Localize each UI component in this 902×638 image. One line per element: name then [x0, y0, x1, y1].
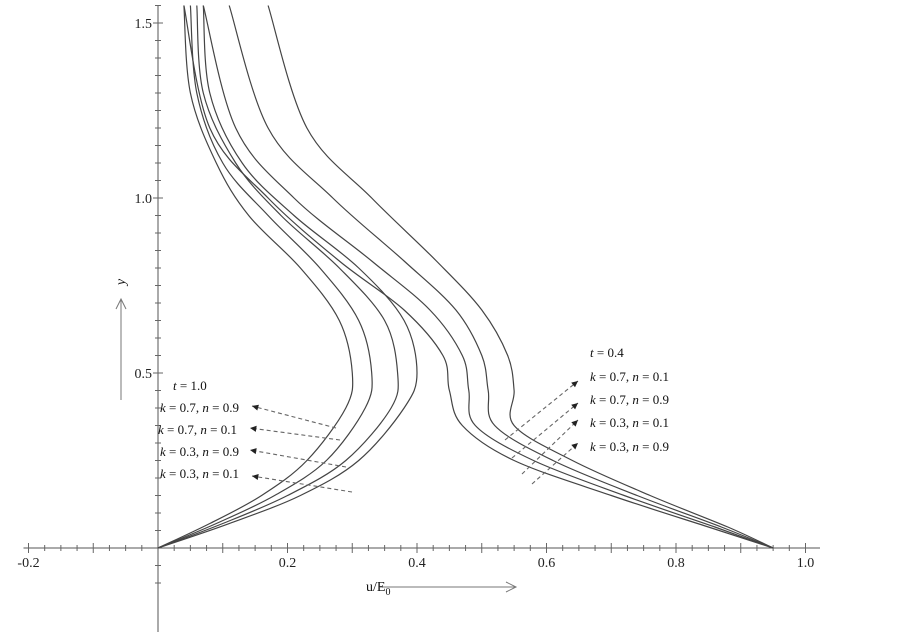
y-tick-labels: 0.5 1.0 1.5: [135, 17, 153, 382]
x-tick-label: 0.2: [279, 556, 297, 571]
leader-line-7: [521, 419, 579, 475]
annotation-t10-entry-4: k = 0.3, n = 0.1: [160, 466, 239, 481]
y-axis-label-group: y: [114, 278, 129, 400]
leader-arrows: [249, 380, 579, 493]
series-line-2: [157, 5, 373, 549]
x-tick-labels: -0.2 0.2 0.4 0.6 0.8 1.0: [17, 556, 814, 571]
x-tick-label: 1.0: [797, 556, 815, 571]
y-tick-label: 0.5: [135, 367, 153, 382]
series-line-4: [157, 5, 418, 549]
series-line-8: [267, 5, 774, 549]
annotation-t04-entry-4: k = 0.3, n = 0.9: [590, 439, 669, 454]
leader-line-4: [251, 475, 353, 493]
axes: [23, 5, 820, 632]
x-axis-label: u/E0: [366, 580, 390, 598]
y-tick-label: 1.0: [135, 192, 153, 207]
series-line-3: [157, 5, 399, 549]
leader-line-1: [251, 405, 337, 429]
leader-arrowhead-7: [571, 420, 578, 427]
x-tick-label: 0.8: [667, 556, 685, 571]
x-axis-label-group: u/E0: [366, 580, 518, 598]
series-line-5: [183, 5, 774, 549]
annotation-group-t04: t = 0.4 k = 0.7, n = 0.1 k = 0.7, n = 0.…: [590, 345, 669, 454]
annotation-t10-title: t = 1.0: [173, 378, 207, 393]
leader-arrowhead-5: [571, 381, 578, 388]
x-axis-label-arrowhead: [505, 581, 518, 593]
y-axis-label: y: [114, 278, 129, 287]
leader-line-5: [504, 380, 579, 441]
x-tick-label: 0.4: [408, 556, 426, 571]
series-line-6: [202, 5, 774, 549]
annotation-t10-entry-1: k = 0.7, n = 0.9: [160, 400, 239, 415]
x-tick-label: 0.6: [538, 556, 556, 571]
leader-arrowhead-6: [571, 403, 578, 410]
leader-arrowhead-8: [571, 443, 578, 450]
annotation-t10-entry-2: k = 0.7, n = 0.1: [158, 422, 237, 437]
leader-arrowhead-3: [250, 448, 257, 455]
leader-line-2: [249, 427, 341, 441]
leader-line-3: [249, 449, 347, 468]
leader-arrowhead-1: [252, 404, 259, 411]
curves: [157, 5, 774, 549]
x-tick-label: -0.2: [17, 556, 39, 571]
annotation-t04-entry-1: k = 0.7, n = 0.1: [590, 369, 669, 384]
annotation-t04-entry-2: k = 0.7, n = 0.9: [590, 392, 669, 407]
leader-arrowhead-4: [252, 474, 259, 480]
series-line-1: [157, 5, 354, 549]
leader-arrowhead-2: [250, 425, 257, 432]
annotation-t10-entry-3: k = 0.3, n = 0.9: [160, 444, 239, 459]
annotation-t04-title: t = 0.4: [590, 345, 624, 360]
annotation-group-t10: t = 1.0 k = 0.7, n = 0.9 k = 0.7, n = 0.…: [158, 378, 239, 481]
minor-ticks: [28, 5, 806, 584]
x-axis-label-sub: 0: [385, 587, 390, 598]
y-axis-label-arrowhead: [115, 297, 127, 310]
annotation-t04-entry-3: k = 0.3, n = 0.1: [590, 415, 669, 430]
x-axis-label-main: u/E: [366, 580, 385, 595]
leader-line-6: [511, 402, 579, 459]
y-tick-label: 1.5: [135, 17, 153, 32]
series-line-7: [228, 5, 774, 549]
leader-line-8: [531, 442, 579, 485]
